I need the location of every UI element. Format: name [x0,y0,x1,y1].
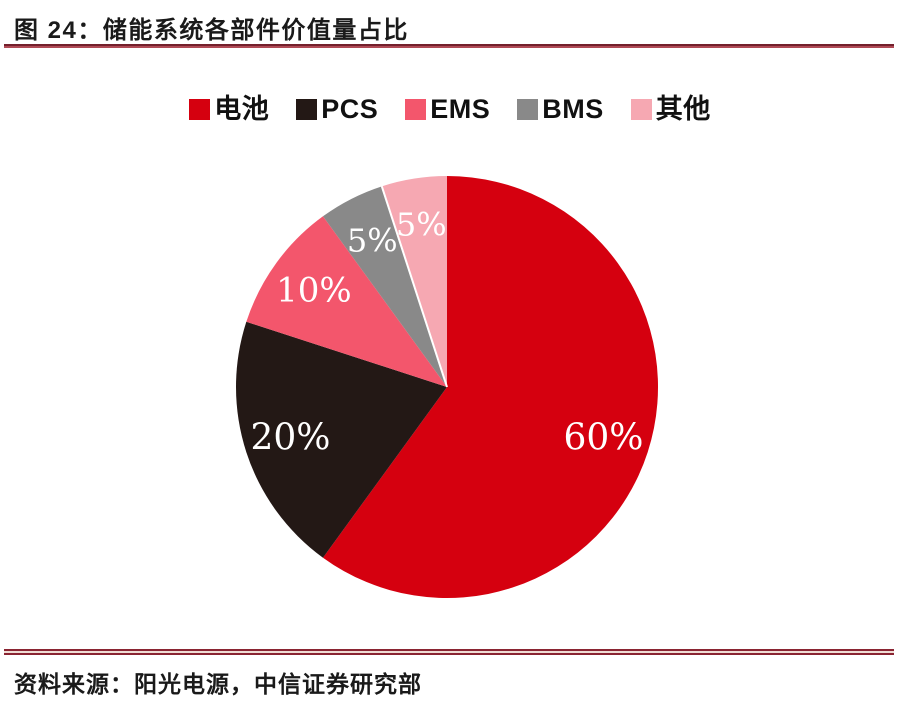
footer-rule [4,649,894,655]
legend-item-bms: BMS [517,96,604,123]
legend-swatch-ems [405,99,427,120]
pie-label-bms: 5% [347,221,398,259]
legend-swatch-bms [517,99,539,120]
legend-label-other: 其他 [655,94,711,124]
legend-label-pcs: PCS [321,94,379,124]
legend-item-other: 其他 [630,94,711,124]
pie-label-ems: 10% [276,270,352,310]
pie-label-battery: 60% [563,417,643,458]
legend-item-pcs: PCS [296,96,378,123]
source-note: 资料来源：阳光电源，中信证券研究部 [14,671,422,697]
legend-label-ems: EMS [430,94,491,124]
legend-item-battery: 电池 [189,96,269,123]
slice-separator-line [380,186,448,388]
chart-legend: 电池 PCS EMS BMS 其他 [0,96,900,123]
pie-slice-pcs [236,321,447,558]
legend-label-battery: 电池 [214,94,270,124]
pie-slice-ems [246,216,447,387]
title-underline-rule [4,44,894,48]
legend-swatch-battery [189,99,211,120]
pie-slice-bms [322,186,447,387]
pie-chart: 60% 20% 10% 5%5% [236,176,659,598]
legend-swatch-other [630,99,652,120]
pie-slice-battery [322,176,659,598]
legend-swatch-pcs [296,99,318,120]
pie-chart-area: 60% 20% 10% 5% 5% [227,167,667,607]
legend-item-ems: EMS [405,96,490,123]
pie-label-other: 5% [396,205,447,243]
legend-label-bms: BMS [542,94,604,124]
figure-title: 图 24：储能系统各部件价值量占比 [14,17,409,44]
pie-label-pcs: 20% [250,417,330,458]
